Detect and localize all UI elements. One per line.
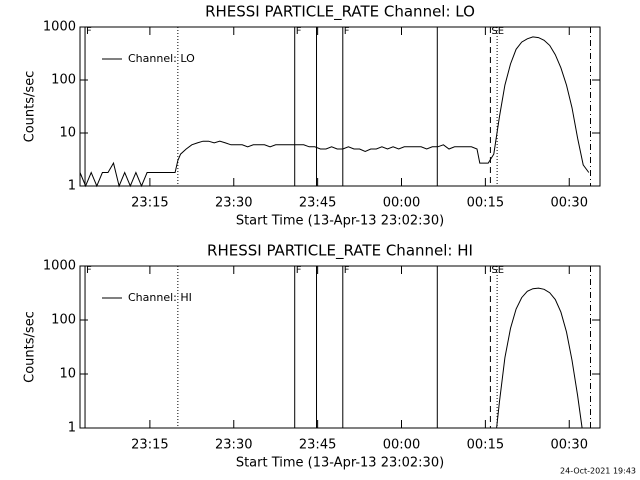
y-tick-label: 10 — [59, 126, 76, 141]
y-tick-label: 1 — [68, 421, 76, 436]
x-tick-label: 23:30 — [215, 438, 252, 453]
marker-label: SE — [491, 265, 504, 276]
marker-label: F — [296, 26, 302, 37]
x-tick-label: 23:45 — [299, 196, 336, 211]
legend-label: Channel: HI — [128, 291, 192, 304]
plot-frame — [79, 265, 601, 429]
x-tick-label: 00:00 — [383, 438, 420, 453]
x-tick-label: 00:00 — [383, 196, 420, 211]
y-axis-label: Counts/sec — [23, 311, 38, 383]
marker-label: SE — [491, 26, 504, 37]
x-tick-label: 00:30 — [551, 196, 588, 211]
marker-label: F — [296, 265, 302, 276]
series-line — [496, 287, 583, 429]
series-line — [79, 36, 590, 188]
marker-label: F — [86, 26, 92, 37]
marker-label: F — [344, 26, 350, 37]
x-tick-label: 00:15 — [467, 438, 504, 453]
x-tick-label: 23:15 — [131, 196, 168, 211]
x-axis-label: Start Time (13-Apr-13 23:02:30) — [236, 214, 444, 229]
marker-label: F — [86, 265, 92, 276]
y-tick-label: 100 — [51, 313, 76, 328]
y-axis-label: Counts/sec — [23, 71, 38, 143]
y-tick-label: 100 — [51, 73, 76, 88]
chart-title: RHESSI PARTICLE_RATE Channel: HI — [207, 242, 473, 261]
legend-label: Channel: LO — [128, 52, 195, 65]
x-tick-label: 23:45 — [299, 438, 336, 453]
x-tick-label: 23:15 — [131, 438, 168, 453]
chart-title: RHESSI PARTICLE_RATE Channel: LO — [205, 3, 475, 22]
x-axis-label: Start Time (13-Apr-13 23:02:30) — [236, 456, 444, 471]
x-tick-label: 00:30 — [551, 438, 588, 453]
y-tick-label: 1000 — [43, 259, 76, 274]
y-tick-label: 10 — [59, 367, 76, 382]
footer: 24-Oct-2021 19:43 — [560, 467, 636, 476]
y-tick-label: 1000 — [43, 20, 76, 35]
x-tick-label: 00:15 — [467, 196, 504, 211]
x-tick-label: 23:30 — [215, 196, 252, 211]
plot-frame — [79, 26, 601, 187]
y-tick-label: 1 — [68, 179, 76, 194]
marker-label: F — [344, 265, 350, 276]
